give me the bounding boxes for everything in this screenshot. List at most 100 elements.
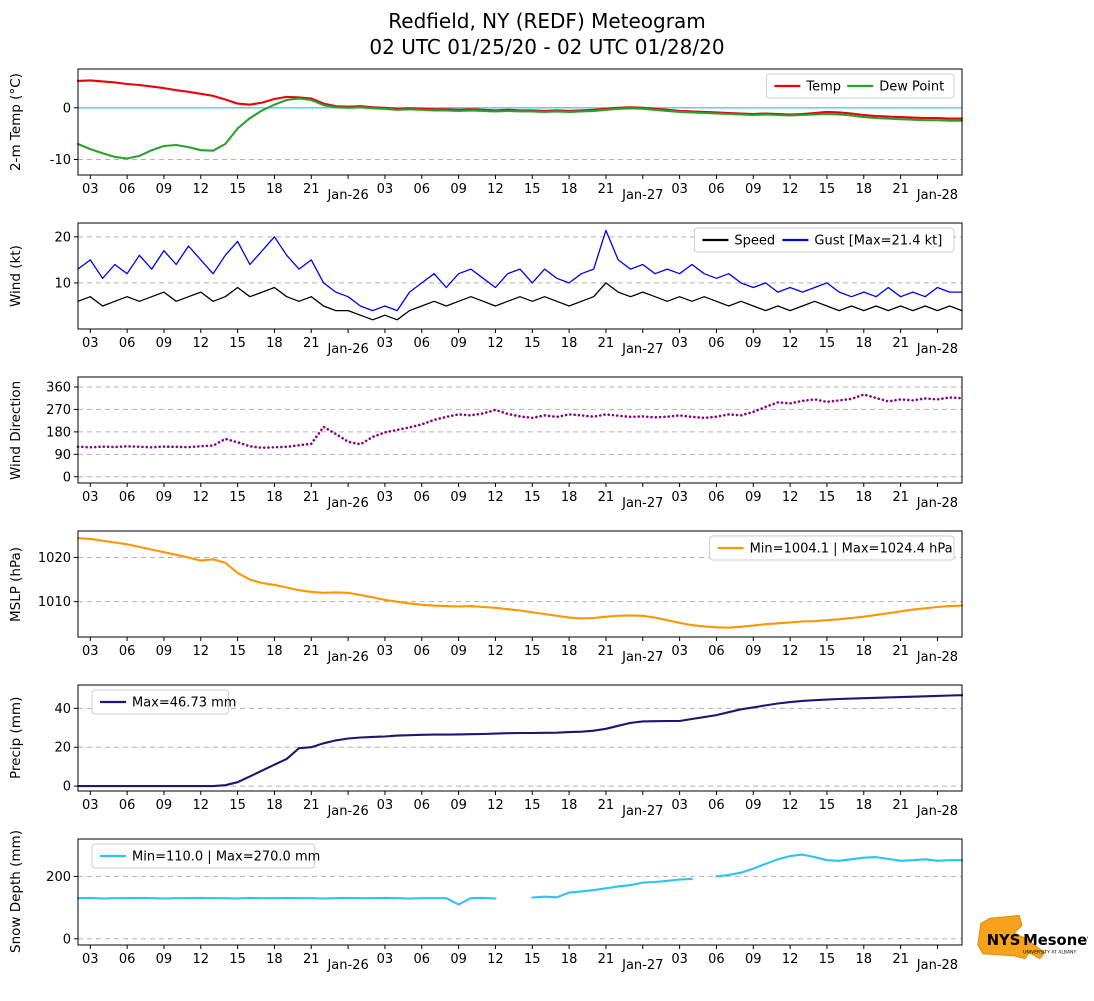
x-tick-label: 06 — [414, 490, 431, 505]
panel-mslp: MSLP (hPa) 1010 1020 03 06 09 12 15 18 21 Jan-26 0… — [0, 523, 1094, 677]
x-tick-label: 09 — [450, 798, 467, 813]
y-axis-label-mslp: MSLP (hPa) — [8, 546, 24, 622]
plot-border — [77, 530, 963, 638]
x-tick-label: 21 — [892, 490, 909, 505]
x-tick-label: 06 — [708, 952, 725, 967]
x-tick-label: 15 — [524, 182, 541, 197]
logo-tagline-text: UNIVERSITY AT ALBANY — [1023, 950, 1076, 956]
panel-temperature: 2-m Temp (°C) -10 0 03 06 09 12 15 18 21 Jan-26 03… — [0, 61, 1094, 215]
x-tick-label: 21 — [598, 798, 615, 813]
snow-depth-plot: 0 200 03 06 09 12 15 18 21 Jan-26 03 06 09 12 15 18 21 Ja… — [46, 838, 964, 973]
x-tick-label: 12 — [487, 182, 504, 197]
x-tick-label: 21 — [892, 952, 909, 967]
x-tick-label: 09 — [156, 644, 173, 659]
y-tick-label: 360 — [46, 380, 71, 395]
x-tick-label: 06 — [708, 182, 725, 197]
series-precip — [76, 693, 964, 787]
x-tick-label: 09 — [450, 336, 467, 351]
x-tick-label: Jan-27 — [621, 804, 663, 819]
y-tick-label: 0 — [63, 470, 71, 485]
x-tick-label: 09 — [450, 952, 467, 967]
x-tick-label: 18 — [561, 490, 578, 505]
x-tick-label: 15 — [819, 336, 836, 351]
x-tick-label: 06 — [119, 952, 136, 967]
y-tick-label: 20 — [54, 741, 71, 756]
x-tick-label: 09 — [745, 182, 762, 197]
x-tick-label: 21 — [303, 644, 320, 659]
x-tick-label: 03 — [671, 952, 688, 967]
x-tick-label: 06 — [414, 798, 431, 813]
logo-nys-text: NYS — [987, 932, 1021, 949]
y-axis-label-wind-direction: Wind Direction — [8, 380, 24, 480]
x-tick-label: Jan-27 — [621, 958, 663, 973]
x-tick-label: 12 — [782, 182, 799, 197]
plot-border — [77, 684, 963, 792]
x-tick-label: 03 — [82, 952, 99, 967]
x-tick-label: 15 — [229, 644, 246, 659]
x-tick-label: 09 — [450, 644, 467, 659]
x-tick-label: 06 — [119, 644, 136, 659]
x-tick-label: 12 — [193, 952, 210, 967]
x-tick-label: 18 — [856, 490, 873, 505]
x-tick-label: 06 — [414, 644, 431, 659]
x-tick-label: 21 — [892, 182, 909, 197]
x-tick-label: 09 — [156, 336, 173, 351]
x-tick-label: 03 — [82, 798, 99, 813]
x-tick-label: 21 — [598, 644, 615, 659]
x-tick-label: 21 — [892, 798, 909, 813]
x-tick-label: 15 — [229, 952, 246, 967]
x-tick-label: Jan-27 — [621, 496, 663, 511]
plot-border — [77, 222, 963, 330]
x-tick-label: 12 — [487, 644, 504, 659]
x-tick-label: Jan-26 — [326, 958, 368, 973]
x-tick-label: 06 — [414, 182, 431, 197]
x-tick-label: 21 — [303, 798, 320, 813]
x-tick-label: Jan-26 — [326, 496, 368, 511]
y-tick-label: -10 — [50, 153, 71, 168]
x-tick-label: 21 — [303, 336, 320, 351]
x-tick-label: 15 — [524, 798, 541, 813]
legend-label: Min=1004.1 | Max=1024.4 hPa — [750, 541, 953, 556]
y-axis-label-temperature: 2-m Temp (°C) — [8, 72, 24, 171]
x-tick-label: 09 — [745, 798, 762, 813]
x-tick-label: 12 — [782, 952, 799, 967]
x-tick-label: 06 — [708, 336, 725, 351]
panel-wind: Wind (kt) 10 20 03 06 09 12 15 18 21 Jan-26 03 06 09… — [0, 215, 1094, 369]
x-tick-label: 18 — [856, 952, 873, 967]
legend: Speed Gust [Max=21.4 kt] — [693, 227, 955, 253]
x-tick-label: 09 — [156, 952, 173, 967]
x-tick-label: Jan-28 — [916, 496, 958, 511]
y-tick-label: 10 — [54, 276, 71, 291]
series-speed — [77, 282, 963, 321]
x-tick-label: Jan-26 — [326, 650, 368, 665]
y-tick-label: 0 — [63, 932, 71, 947]
x-tick-label: Jan-28 — [916, 188, 958, 203]
x-tick-label: 18 — [266, 644, 283, 659]
y-tick-label: 40 — [54, 702, 71, 717]
x-tick-label: Jan-28 — [916, 958, 958, 973]
x-tick-label: 06 — [708, 798, 725, 813]
x-tick-label: 12 — [193, 336, 210, 351]
temperature-plot: -10 0 03 06 09 12 15 18 21 Jan-26 03 06 09 12 15 18 21 Ja… — [50, 68, 964, 203]
y-tick-label: 90 — [54, 448, 71, 463]
x-tick-label: 12 — [193, 490, 210, 505]
x-tick-label: 21 — [303, 182, 320, 197]
logo-mesonet-text: Mesonet — [1023, 932, 1088, 949]
y-tick-label: 20 — [54, 230, 71, 245]
x-tick-label: 03 — [671, 490, 688, 505]
x-tick-label: 03 — [82, 644, 99, 659]
legend-box — [709, 535, 955, 561]
chart-subtitle: 02 UTC 01/25/20 - 02 UTC 01/28/20 — [369, 35, 725, 60]
x-tick-label: 06 — [708, 644, 725, 659]
x-tick-label: 06 — [414, 952, 431, 967]
legend: Min=1004.1 | Max=1024.4 hPa — [709, 535, 955, 561]
chart-title: Redfield, NY (REDF) Meteogram — [388, 9, 706, 33]
y-tick-label: 180 — [46, 425, 71, 440]
x-tick-label: 06 — [119, 182, 136, 197]
y-axis-label-wind: Wind (kt) — [8, 244, 24, 307]
x-tick-label: 03 — [377, 952, 394, 967]
x-tick-label: 12 — [193, 798, 210, 813]
x-tick-label: 21 — [303, 490, 320, 505]
wind-plot: 10 20 03 06 09 12 15 18 21 Jan-26 03 06 09 12 15 18 21 Ja… — [54, 222, 963, 357]
x-tick-label: 03 — [377, 798, 394, 813]
